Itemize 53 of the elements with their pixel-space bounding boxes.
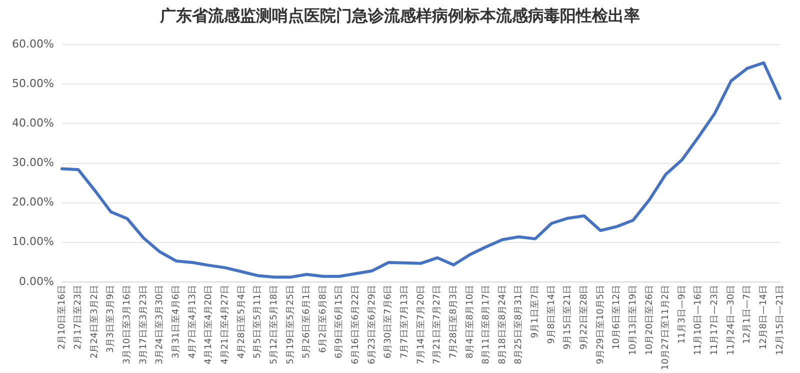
x-tick-label: 3月17日至3月23日: [138, 284, 149, 364]
x-tick-label: 5月12日至5月18日: [269, 284, 280, 364]
x-tick-label: 12月8日—14日: [759, 284, 770, 350]
x-tick-label: 11月17日—23日: [710, 284, 720, 356]
chart-title: 广东省流感监测哨点医院门急诊流感样病例标本流感病毒阳性检出率: [158, 6, 641, 27]
x-tick-label: 3月31日至4月6日: [172, 284, 182, 359]
x-tick-label: 4月28日至5月4日: [236, 284, 247, 359]
x-tick-label: 8月11日至8月17日: [482, 284, 492, 364]
x-tick-label: 10月6日至12日: [612, 284, 622, 350]
x-tick-label: 11月3日—9日: [677, 284, 688, 344]
y-tick-label: 30.00%: [12, 156, 54, 170]
y-tick-label: 40.00%: [12, 116, 54, 130]
x-tick-label: 8月4日至8月10日: [465, 284, 476, 359]
y-tick-label: 60.00%: [12, 37, 54, 50]
y-tick-label: 10.00%: [12, 235, 54, 248]
x-tick-label: 9月8日至14日: [546, 284, 557, 344]
y-tick-label: 20.00%: [12, 196, 54, 209]
x-tick-label: 2月17日至23日: [74, 284, 84, 350]
x-tick-label: 7月21日至7月27日: [432, 284, 443, 364]
x-tick-label: 6月23日至6月29日: [367, 284, 378, 364]
x-tick-label: 11月24日—30日: [726, 284, 736, 356]
x-tick-label: 6月16日至6月22日: [351, 284, 362, 364]
x-tick-label: 3月10日至3月16日: [122, 284, 133, 364]
x-tick-label: 4月7日至4月13日: [188, 284, 198, 359]
x-tick-label: 3月24日至3月30日: [155, 284, 166, 364]
x-tick-label: 8月18日至8月24日: [498, 284, 508, 364]
x-tick-label: 10月20日至26日: [644, 284, 655, 356]
x-tick-label: 11月10日—16日: [694, 284, 704, 356]
x-tick-label: 5月5日至5月11日: [253, 284, 264, 359]
x-tick-label: 7月14日至7月20日: [416, 284, 426, 364]
y-tick-label: 50.00%: [12, 77, 54, 90]
x-tick-label: 9月29日至10月5日: [596, 284, 606, 364]
x-tick-label: 2月10日至16日: [57, 284, 68, 350]
x-tick-label: 7月28日至8月3日: [448, 284, 459, 359]
x-tick-label: 9月1日至7日: [530, 284, 541, 338]
x-tick-label: 12月1日—7日: [742, 284, 753, 344]
x-tick-label: 9月15日至21日: [563, 284, 574, 350]
x-tick-label: 10月27日至11月2日: [661, 284, 672, 370]
x-tick-label: 7月7日至7月13日: [400, 284, 410, 359]
x-tick-label: 6月30日至7月6日: [384, 284, 394, 359]
x-tick-label: 12月15日—21日: [775, 284, 786, 356]
x-tick-label: 8月25日至8月31日: [514, 284, 524, 364]
x-tick-label: 5月26日至6月1日: [302, 284, 312, 359]
x-tick-label: 10月13日至19日: [628, 284, 638, 356]
x-tick-label: 9月22日至28日: [580, 284, 590, 350]
x-tick-label: 3月3日至3月9日: [106, 284, 116, 353]
x-tick-label: 4月21日至4月27日: [220, 284, 230, 364]
x-tick-label: 5月19日至5月25日: [286, 284, 296, 364]
x-tick-label: 2月24日至3月2日: [90, 284, 100, 359]
y-tick-label: 0.00%: [18, 274, 54, 288]
x-tick-label: 4月14日至4月20日: [204, 284, 214, 364]
x-tick-label: 6月2日至6月8日: [318, 284, 328, 353]
x-tick-label: 6月9日至6月15日: [334, 284, 345, 359]
